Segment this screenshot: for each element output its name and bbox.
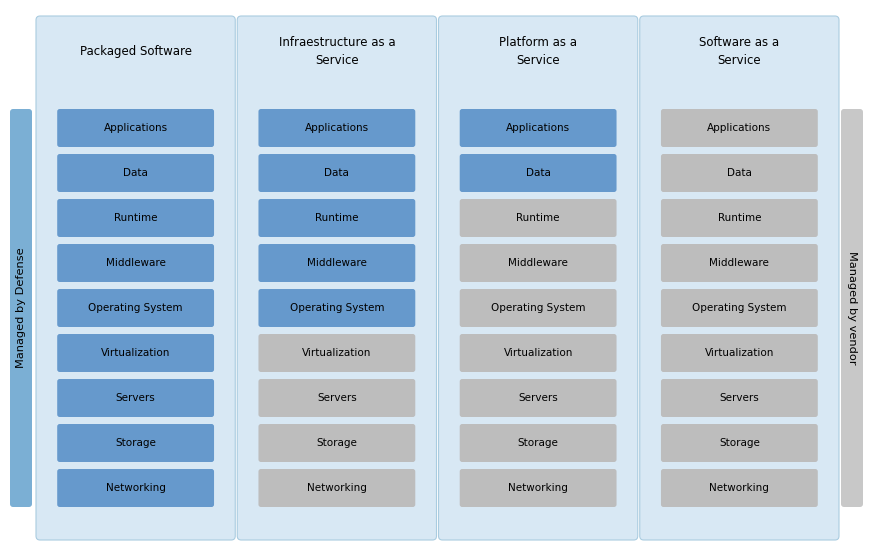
FancyBboxPatch shape [237,16,436,540]
Text: Networking: Networking [106,483,166,493]
Text: Networking: Networking [710,483,769,493]
FancyBboxPatch shape [258,199,416,237]
FancyBboxPatch shape [258,424,416,462]
Text: Applications: Applications [506,123,570,133]
Text: Applications: Applications [104,123,168,133]
Text: Servers: Servers [519,393,558,403]
Text: Runtime: Runtime [516,213,560,223]
FancyBboxPatch shape [10,109,32,507]
Text: Runtime: Runtime [113,213,157,223]
FancyBboxPatch shape [258,379,416,417]
Text: Runtime: Runtime [718,213,761,223]
FancyBboxPatch shape [661,469,818,507]
FancyBboxPatch shape [460,244,616,282]
Text: Applications: Applications [305,123,369,133]
Text: Data: Data [123,168,148,178]
FancyBboxPatch shape [460,199,616,237]
Text: Runtime: Runtime [315,213,359,223]
Text: Platform as a
Service: Platform as a Service [499,36,577,67]
FancyBboxPatch shape [841,109,863,507]
FancyBboxPatch shape [460,334,616,372]
FancyBboxPatch shape [661,289,818,327]
Text: Virtualization: Virtualization [504,348,573,358]
Text: Data: Data [325,168,349,178]
Text: Virtualization: Virtualization [302,348,372,358]
Text: Operating System: Operating System [88,303,182,313]
FancyBboxPatch shape [460,424,616,462]
FancyBboxPatch shape [58,289,214,327]
Text: Storage: Storage [518,438,559,448]
Text: Middleware: Middleware [710,258,769,268]
Text: Packaged Software: Packaged Software [79,44,192,57]
Text: Operating System: Operating System [692,303,787,313]
Text: Virtualization: Virtualization [101,348,170,358]
Text: Data: Data [526,168,551,178]
FancyBboxPatch shape [36,16,235,540]
FancyBboxPatch shape [258,154,416,192]
FancyBboxPatch shape [58,154,214,192]
FancyBboxPatch shape [460,109,616,147]
Text: Networking: Networking [307,483,367,493]
FancyBboxPatch shape [58,244,214,282]
FancyBboxPatch shape [258,244,416,282]
Text: Managed by Defense: Managed by Defense [16,247,26,368]
Text: Middleware: Middleware [307,258,367,268]
FancyBboxPatch shape [438,16,638,540]
Text: Applications: Applications [707,123,772,133]
FancyBboxPatch shape [640,16,839,540]
Text: Data: Data [727,168,752,178]
Text: Storage: Storage [316,438,357,448]
FancyBboxPatch shape [661,244,818,282]
FancyBboxPatch shape [661,154,818,192]
Text: Operating System: Operating System [290,303,384,313]
Text: Middleware: Middleware [508,258,568,268]
FancyBboxPatch shape [460,289,616,327]
Text: Operating System: Operating System [491,303,586,313]
FancyBboxPatch shape [661,424,818,462]
Text: Managed by vendor: Managed by vendor [847,251,857,365]
FancyBboxPatch shape [58,109,214,147]
FancyBboxPatch shape [258,334,416,372]
FancyBboxPatch shape [258,109,416,147]
FancyBboxPatch shape [661,334,818,372]
Text: Virtualization: Virtualization [705,348,774,358]
FancyBboxPatch shape [58,469,214,507]
FancyBboxPatch shape [661,109,818,147]
FancyBboxPatch shape [460,379,616,417]
FancyBboxPatch shape [58,424,214,462]
FancyBboxPatch shape [661,199,818,237]
Text: Servers: Servers [719,393,760,403]
FancyBboxPatch shape [661,379,818,417]
FancyBboxPatch shape [460,469,616,507]
FancyBboxPatch shape [58,379,214,417]
FancyBboxPatch shape [58,199,214,237]
Text: Servers: Servers [317,393,357,403]
Text: Networking: Networking [508,483,568,493]
FancyBboxPatch shape [58,334,214,372]
FancyBboxPatch shape [460,154,616,192]
Text: Storage: Storage [719,438,760,448]
Text: Middleware: Middleware [106,258,166,268]
Text: Software as a
Service: Software as a Service [699,36,780,67]
Text: Servers: Servers [116,393,155,403]
FancyBboxPatch shape [258,289,416,327]
Text: Infraestructure as a
Service: Infraestructure as a Service [278,36,395,67]
Text: Storage: Storage [115,438,156,448]
FancyBboxPatch shape [258,469,416,507]
